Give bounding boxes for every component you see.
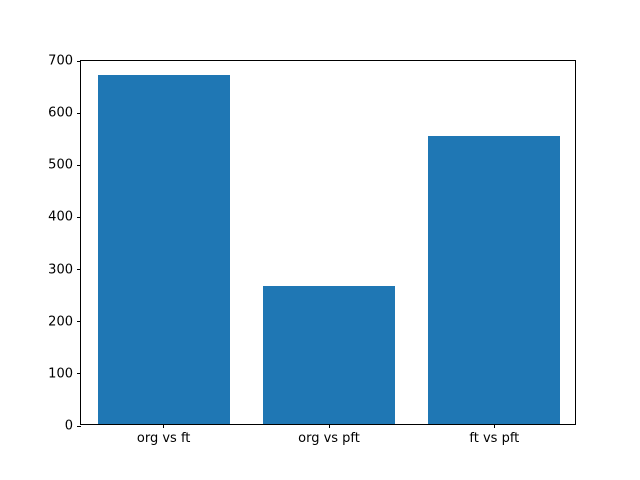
y-axis-tick-label: 0 bbox=[64, 418, 73, 434]
y-axis-tick-label: 400 bbox=[48, 209, 73, 225]
y-axis-tick-mark bbox=[77, 269, 81, 271]
y-axis-tick-mark bbox=[77, 112, 81, 114]
x-axis-tick-mark bbox=[328, 424, 330, 428]
x-axis-tick-mark bbox=[163, 424, 165, 428]
bar-org-vs-pft bbox=[262, 285, 396, 424]
y-axis-tick-mark bbox=[77, 216, 81, 218]
y-axis-tick-label: 500 bbox=[48, 157, 73, 173]
y-axis-tick-mark bbox=[77, 425, 81, 427]
y-axis-tick-label: 200 bbox=[48, 314, 73, 330]
plot-area: 0 100 200 300 400 500 600 700 org vs ft org vs pf… bbox=[48, 55, 576, 445]
y-axis-tick-mark bbox=[77, 60, 81, 62]
y-axis-tick-mark bbox=[77, 321, 81, 323]
x-axis-tick-label: ft vs pft bbox=[469, 431, 520, 446]
x-axis-tick-label: org vs ft bbox=[136, 431, 191, 446]
bar-ft-vs-pft bbox=[428, 135, 561, 424]
y-axis-tick-label: 700 bbox=[48, 53, 73, 69]
y-axis-tick-label: 100 bbox=[48, 366, 73, 382]
x-axis-tick-mark bbox=[493, 424, 495, 428]
x-axis-tick-label: org vs pft bbox=[298, 431, 360, 446]
y-axis-tick-mark bbox=[77, 373, 81, 375]
bar-org-vs-ft bbox=[97, 74, 230, 424]
y-axis-tick-label: 300 bbox=[48, 262, 73, 278]
y-axis-tick-label: 600 bbox=[48, 105, 73, 121]
y-axis-tick-mark bbox=[77, 164, 81, 166]
